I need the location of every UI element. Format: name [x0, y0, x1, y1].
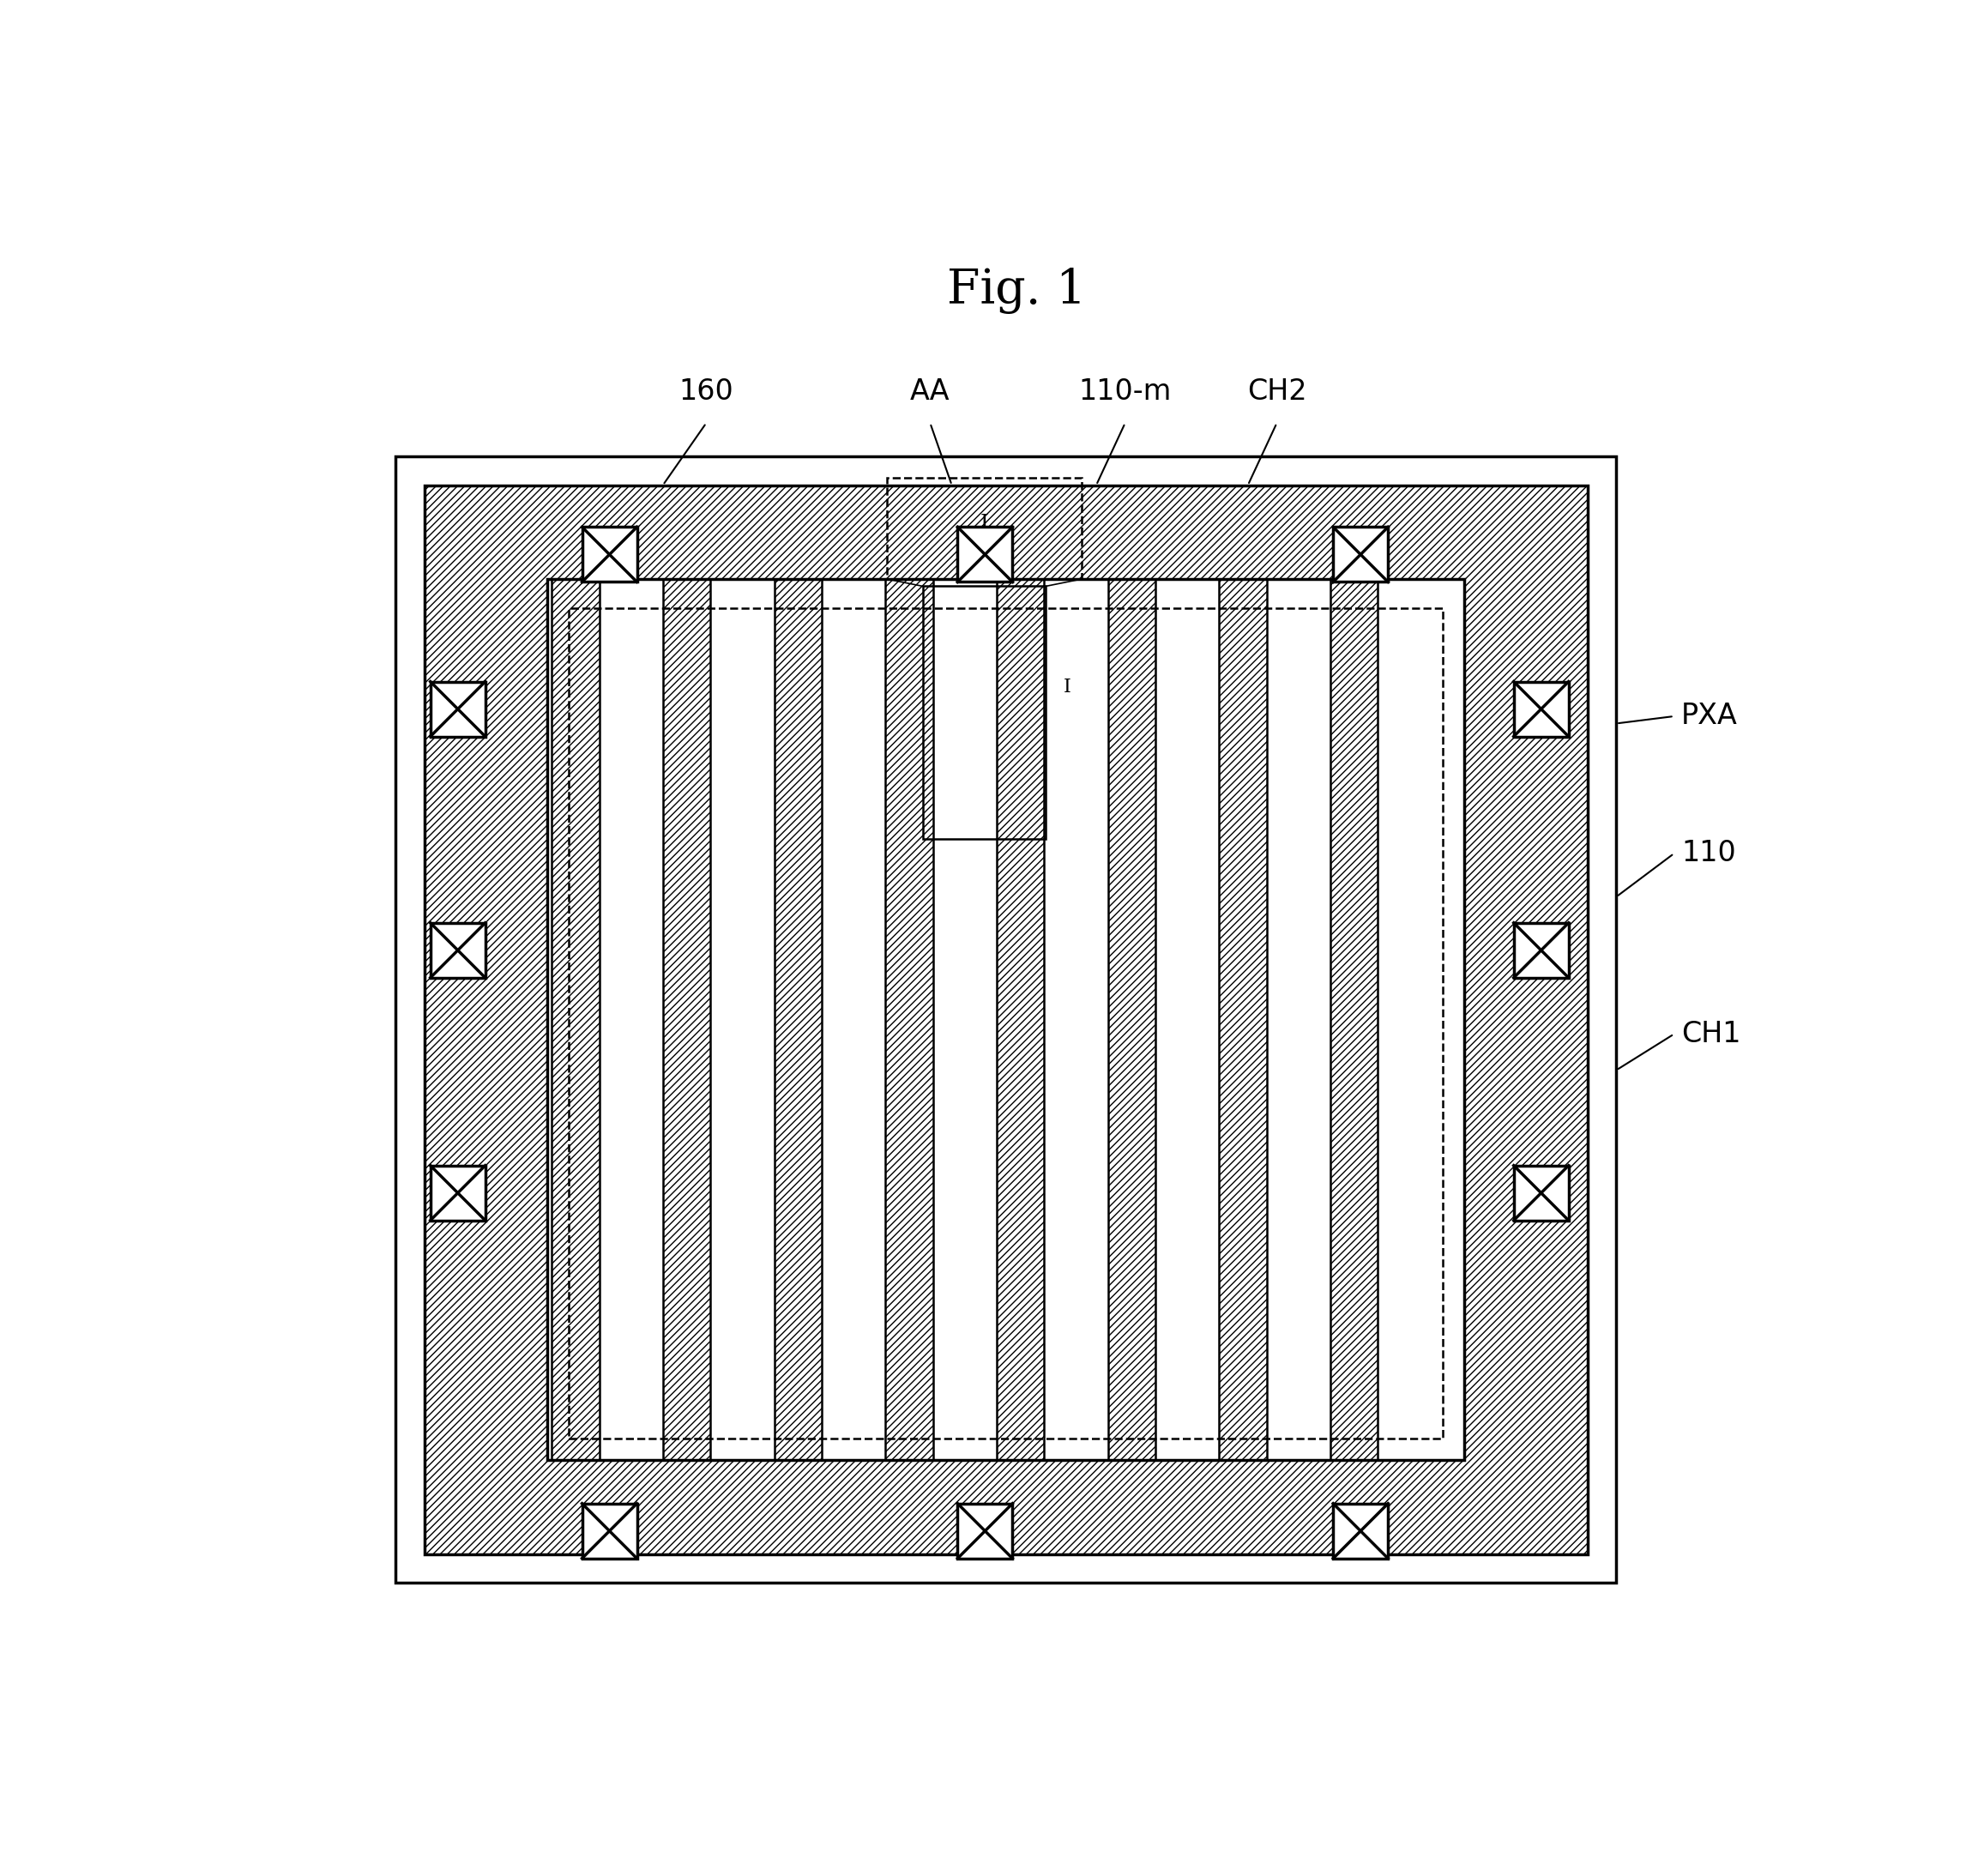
- Text: PXA: PXA: [1680, 702, 1738, 730]
- Bar: [581, 1503, 637, 1559]
- Text: Fig. 1: Fig. 1: [946, 266, 1087, 313]
- Bar: [431, 1165, 486, 1221]
- Bar: [1218, 580, 1266, 1460]
- Bar: [1333, 527, 1389, 582]
- Text: 160: 160: [679, 377, 734, 405]
- Text: I: I: [980, 514, 988, 533]
- Bar: [887, 478, 1081, 580]
- Bar: [548, 580, 1464, 1460]
- Bar: [774, 580, 821, 1460]
- Bar: [395, 456, 1617, 1583]
- Bar: [663, 580, 710, 1460]
- Text: 110: 110: [1680, 839, 1736, 867]
- Bar: [431, 923, 486, 977]
- Bar: [923, 585, 1046, 839]
- Bar: [1514, 681, 1569, 737]
- Bar: [1514, 1165, 1569, 1221]
- Bar: [569, 608, 1442, 1439]
- Bar: [1514, 923, 1569, 977]
- Bar: [431, 681, 486, 737]
- Bar: [581, 527, 637, 582]
- Bar: [425, 486, 1587, 1553]
- Bar: [548, 580, 1464, 1460]
- Bar: [958, 527, 1012, 582]
- Text: 110-m: 110-m: [1079, 377, 1173, 405]
- Text: AA: AA: [911, 377, 950, 405]
- Text: I: I: [1063, 677, 1071, 696]
- Bar: [996, 580, 1044, 1460]
- Bar: [552, 580, 599, 1460]
- Bar: [885, 580, 932, 1460]
- Bar: [1329, 580, 1379, 1460]
- Bar: [1333, 1503, 1389, 1559]
- Text: CH1: CH1: [1680, 1021, 1740, 1049]
- Bar: [1107, 580, 1155, 1460]
- Bar: [958, 1503, 1012, 1559]
- Text: CH2: CH2: [1246, 377, 1307, 405]
